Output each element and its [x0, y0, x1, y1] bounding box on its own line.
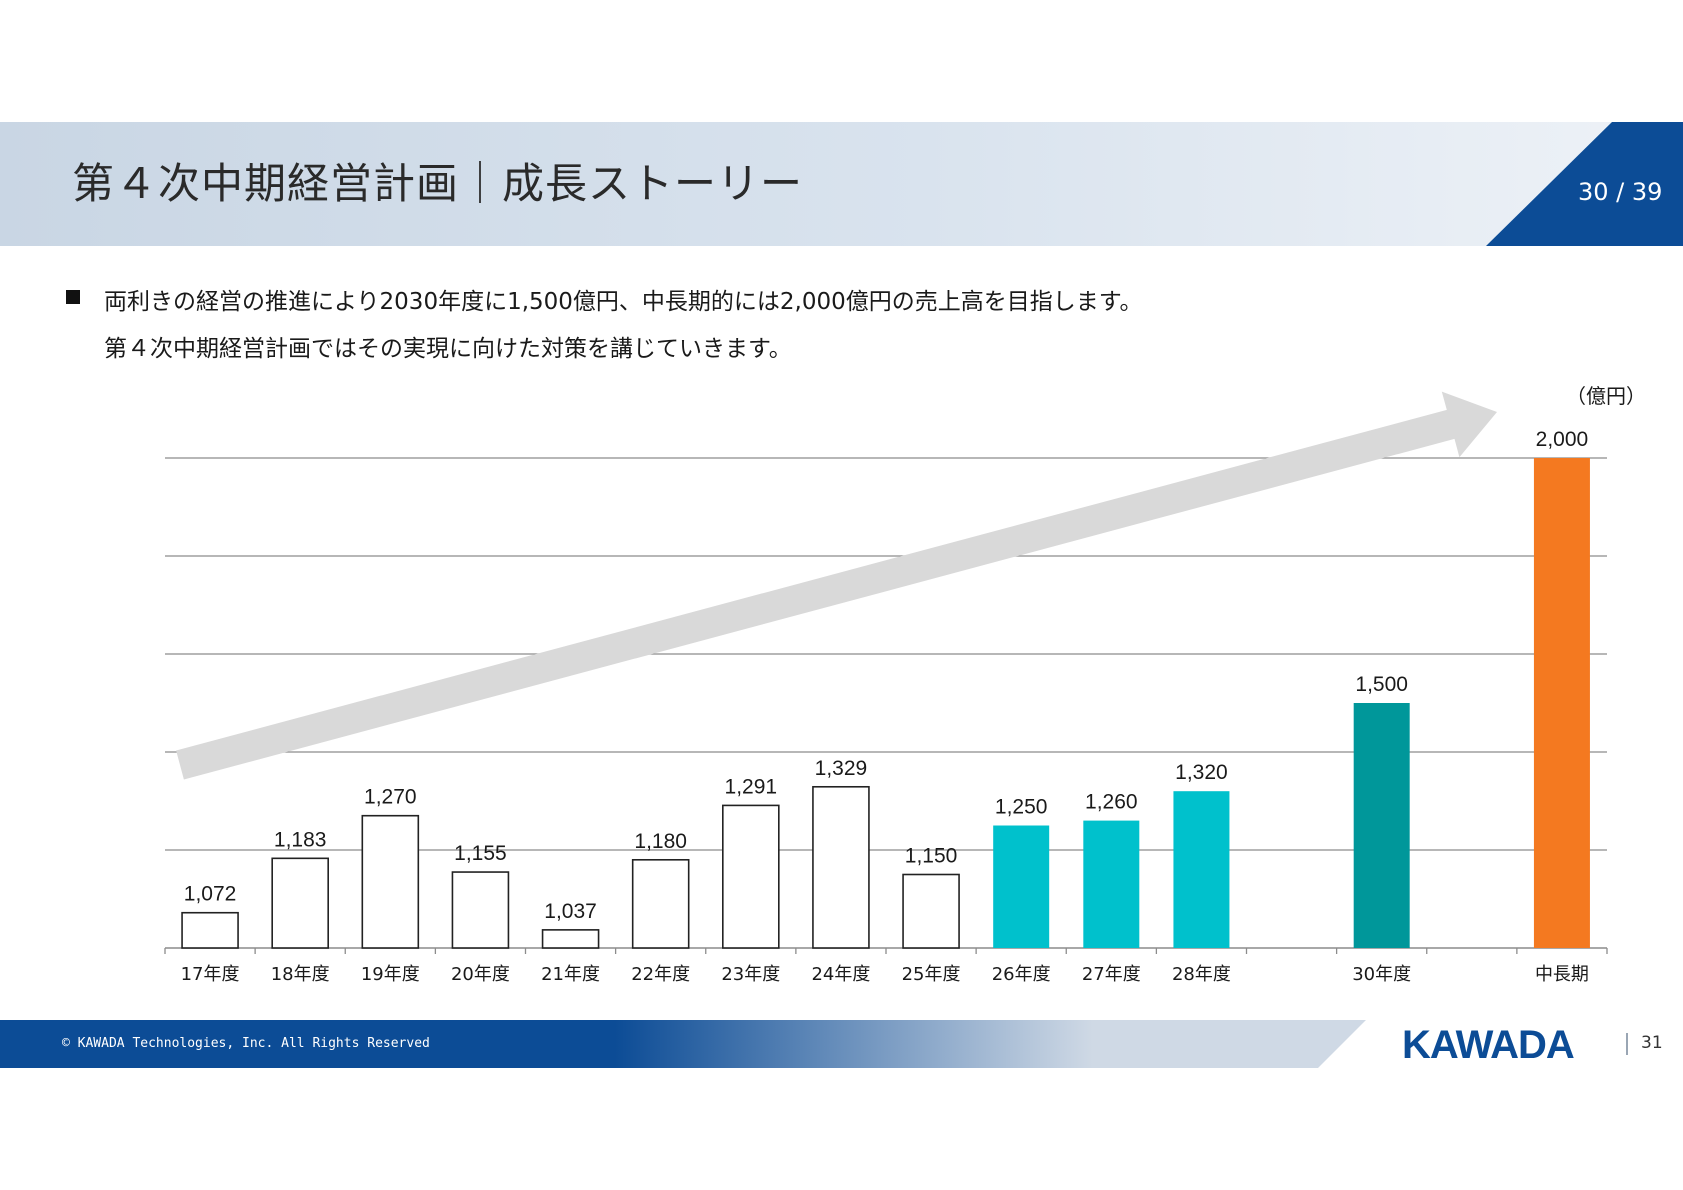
- bar: [1353, 703, 1410, 948]
- data-label: 1,155: [454, 842, 507, 865]
- bar: [1533, 458, 1590, 948]
- x-tick-label: 19年度: [361, 964, 420, 985]
- x-tick-label: 28年度: [1172, 964, 1231, 985]
- x-tick-label: 24年度: [811, 964, 870, 985]
- data-label: 1,072: [184, 883, 237, 906]
- kawada-logo: KAWADA: [1402, 1023, 1575, 1067]
- body-text-line-1: 両利きの経営の推進により2030年度に1,500億円、中長期的には2,000億円…: [104, 289, 1143, 315]
- bar: [271, 857, 329, 949]
- bar: [1173, 791, 1230, 948]
- x-tick-label: 中長期: [1535, 964, 1589, 985]
- data-label: 2,000: [1536, 428, 1589, 451]
- page-number: 31: [1641, 1033, 1663, 1053]
- x-tick-label: 17年度: [181, 964, 240, 985]
- x-tick-label: 20年度: [451, 964, 510, 985]
- data-label: 1,329: [815, 757, 868, 780]
- body-text-line-2: 第４次中期経営計画ではその実現に向けた対策を講じていきます。: [104, 336, 792, 362]
- x-tick-label: 27年度: [1082, 964, 1141, 985]
- bar: [361, 814, 420, 949]
- unit-label: （億円）: [1566, 384, 1646, 408]
- page-indicator: 30 / 39: [1578, 178, 1663, 206]
- sales-chart: 1,072 17年度 1,183 18年度 1,270 19年度 1,155 20年度 1,03…: [164, 391, 1608, 985]
- bullet-square-icon: [66, 290, 80, 304]
- data-label: 1,260: [1085, 791, 1138, 814]
- data-label: 1,270: [364, 786, 417, 809]
- data-label: 1,150: [905, 845, 958, 868]
- data-label: 1,250: [995, 796, 1048, 819]
- title-band: [0, 122, 1683, 246]
- data-label: 1,320: [1175, 761, 1228, 784]
- bar: [993, 825, 1050, 948]
- x-tick-label: 21年度: [541, 964, 600, 985]
- x-tick-label: 22年度: [631, 964, 690, 985]
- bar: [541, 929, 600, 949]
- data-label: 1,500: [1355, 673, 1408, 696]
- footer-band: [0, 1020, 1366, 1068]
- bar: [902, 873, 960, 949]
- bar: [722, 804, 780, 949]
- x-tick-label: 26年度: [992, 964, 1051, 985]
- copyright-text: © KAWADA Technologies, Inc. All Rights R…: [62, 1036, 430, 1051]
- footer-divider: [1626, 1033, 1628, 1055]
- bar: [812, 785, 870, 949]
- x-tick-label: 23年度: [721, 964, 780, 985]
- bar: [631, 858, 690, 949]
- bar: [181, 911, 239, 949]
- trend-arrow: [176, 391, 1498, 780]
- x-tick-label: 25年度: [902, 964, 961, 985]
- corner-decoration: [1486, 122, 1683, 246]
- data-label: 1,183: [274, 828, 327, 851]
- page-title: 第４次中期経営計画｜成長ストーリー: [72, 159, 804, 208]
- bar: [1083, 820, 1140, 948]
- data-label: 1,291: [725, 775, 778, 798]
- bar: [451, 871, 510, 949]
- x-tick-label: 30年度: [1352, 964, 1411, 985]
- x-tick-label: 18年度: [271, 964, 330, 985]
- data-label: 1,037: [544, 900, 597, 923]
- data-label: 1,180: [634, 830, 687, 853]
